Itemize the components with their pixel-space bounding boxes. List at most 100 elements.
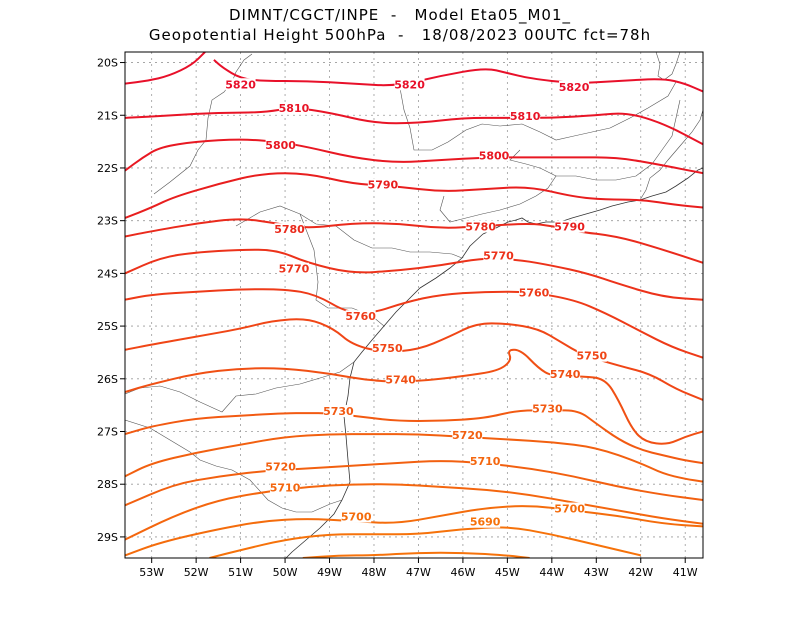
contour-5690 [209, 526, 642, 558]
contour-label: 5780 [465, 221, 496, 234]
contour-label-bg [559, 80, 590, 93]
contour-label: 5790 [554, 221, 585, 234]
contour-5790 [125, 172, 703, 219]
contour-5770 [125, 248, 703, 301]
lon-tick-label: 45W [495, 566, 520, 579]
contour-label-bg [323, 405, 354, 418]
lat-tick-label: 20S [97, 57, 118, 70]
contour-label-bg [265, 460, 296, 473]
contour-label: 5800 [265, 139, 296, 152]
contour-label: 5780 [274, 223, 305, 236]
lon-tick-label: 52W [184, 566, 209, 579]
state-border [235, 205, 463, 259]
contour-label: 5720 [452, 429, 483, 442]
contour-label: 5800 [479, 149, 510, 162]
plot-frame [124, 51, 704, 559]
contour-label-bg [519, 286, 550, 299]
contour-label-bg [554, 502, 585, 515]
map-title-line-2: Geopotential Height 500hPa - 18/08/2023 … [148, 26, 652, 44]
lat-tick-label: 21S [97, 109, 118, 122]
latitude-axis: 20S 21S 22S 23S 24S 25S 26S 27S 28S 29S [97, 57, 125, 544]
contour-label-bg [385, 373, 416, 386]
contour-label-bg [465, 220, 496, 233]
lon-tick-label: 41W [673, 566, 698, 579]
coastline-layer [125, 52, 703, 558]
lon-tick-label: 42W [628, 566, 653, 579]
contour-label-bg [274, 223, 305, 236]
contour-5740 [125, 348, 703, 445]
lon-tick-label: 51W [228, 566, 253, 579]
contour-label-bg [576, 349, 607, 362]
contour-label-bg [550, 368, 581, 381]
contour-5710 [125, 483, 703, 541]
contour-5800 [125, 138, 703, 175]
contour-label-bg [470, 515, 501, 528]
lon-tick-label: 49W [317, 566, 342, 579]
contour-label: 5810 [510, 110, 541, 123]
contour-label-bg [372, 341, 403, 354]
state-border [399, 81, 677, 151]
lat-tick-label: 27S [97, 426, 118, 439]
contour-label: 5750 [372, 342, 403, 355]
contour-label: 5720 [265, 460, 296, 473]
contour-label-bg [510, 109, 541, 122]
contour-label-bg [470, 455, 501, 468]
contour-5700 [125, 505, 703, 557]
lat-tick-label: 28S [97, 478, 118, 491]
state-border [125, 419, 343, 513]
contour-label: 5740 [550, 368, 581, 381]
contour-label: 5770 [483, 250, 514, 263]
contour-label: 5790 [368, 178, 399, 191]
lon-tick-label: 47W [406, 566, 431, 579]
contour-label-bg [554, 220, 585, 233]
state-border [439, 149, 557, 223]
lat-tick-label: 26S [97, 373, 118, 386]
lon-tick-label: 53W [139, 566, 164, 579]
contour-label-bg [479, 149, 510, 162]
contour-5690 [302, 551, 530, 558]
contour-label: 5760 [345, 310, 376, 323]
contour-label-bg [341, 510, 372, 523]
lat-tick-label: 24S [97, 267, 118, 280]
contour-label: 5730 [532, 402, 563, 415]
lat-tick-label: 23S [97, 215, 118, 228]
state-border [153, 53, 253, 195]
contour-label: 5690 [470, 516, 501, 529]
longitude-axis: 53W 52W 51W 50W 49W 48W 47W 46W 45W 44W 43W 42W 41W [139, 558, 698, 579]
contour-label: 5700 [341, 510, 372, 523]
lat-tick-label: 29S [97, 531, 118, 544]
contour-label-bg [265, 138, 296, 151]
contour-label: 5770 [279, 263, 310, 276]
contour-label-bg [345, 310, 376, 323]
coastline [285, 233, 484, 558]
contour-label-bg [270, 481, 301, 494]
coastline [482, 167, 703, 235]
contour-label: 5760 [519, 286, 550, 299]
contour-label-layer: 5820 5820 5820 5810 5810 5800 5800 5790 5790 5780… [225, 78, 608, 529]
lon-tick-label: 46W [450, 566, 475, 579]
contour-5780 [125, 218, 703, 264]
contour-label: 5820 [394, 78, 425, 91]
contour-5820 [213, 59, 703, 93]
contour-5720 [125, 460, 703, 507]
contour-label-bg [367, 178, 398, 191]
lon-tick-label: 44W [539, 566, 564, 579]
contour-label-bg [452, 428, 483, 441]
contour-label: 5730 [323, 405, 354, 418]
contour-label: 5810 [279, 102, 310, 115]
state-border [639, 109, 703, 201]
contour-label-bg [532, 402, 563, 415]
lat-tick-label: 22S [97, 162, 118, 175]
contour-5760 [125, 288, 703, 359]
lon-tick-label: 43W [584, 566, 609, 579]
contour-5810 [125, 107, 703, 146]
contour-label: 5820 [225, 78, 256, 91]
lon-tick-label: 48W [362, 566, 387, 579]
map-title-line-1: DIMNT/CGCT/INPE - Model Eta05_M01_ [228, 6, 572, 24]
contour-label-bg [225, 78, 256, 91]
contour-label-bg [278, 262, 309, 275]
plot-area [125, 52, 703, 558]
state-border [556, 99, 681, 181]
contour-label: 5750 [577, 350, 608, 363]
